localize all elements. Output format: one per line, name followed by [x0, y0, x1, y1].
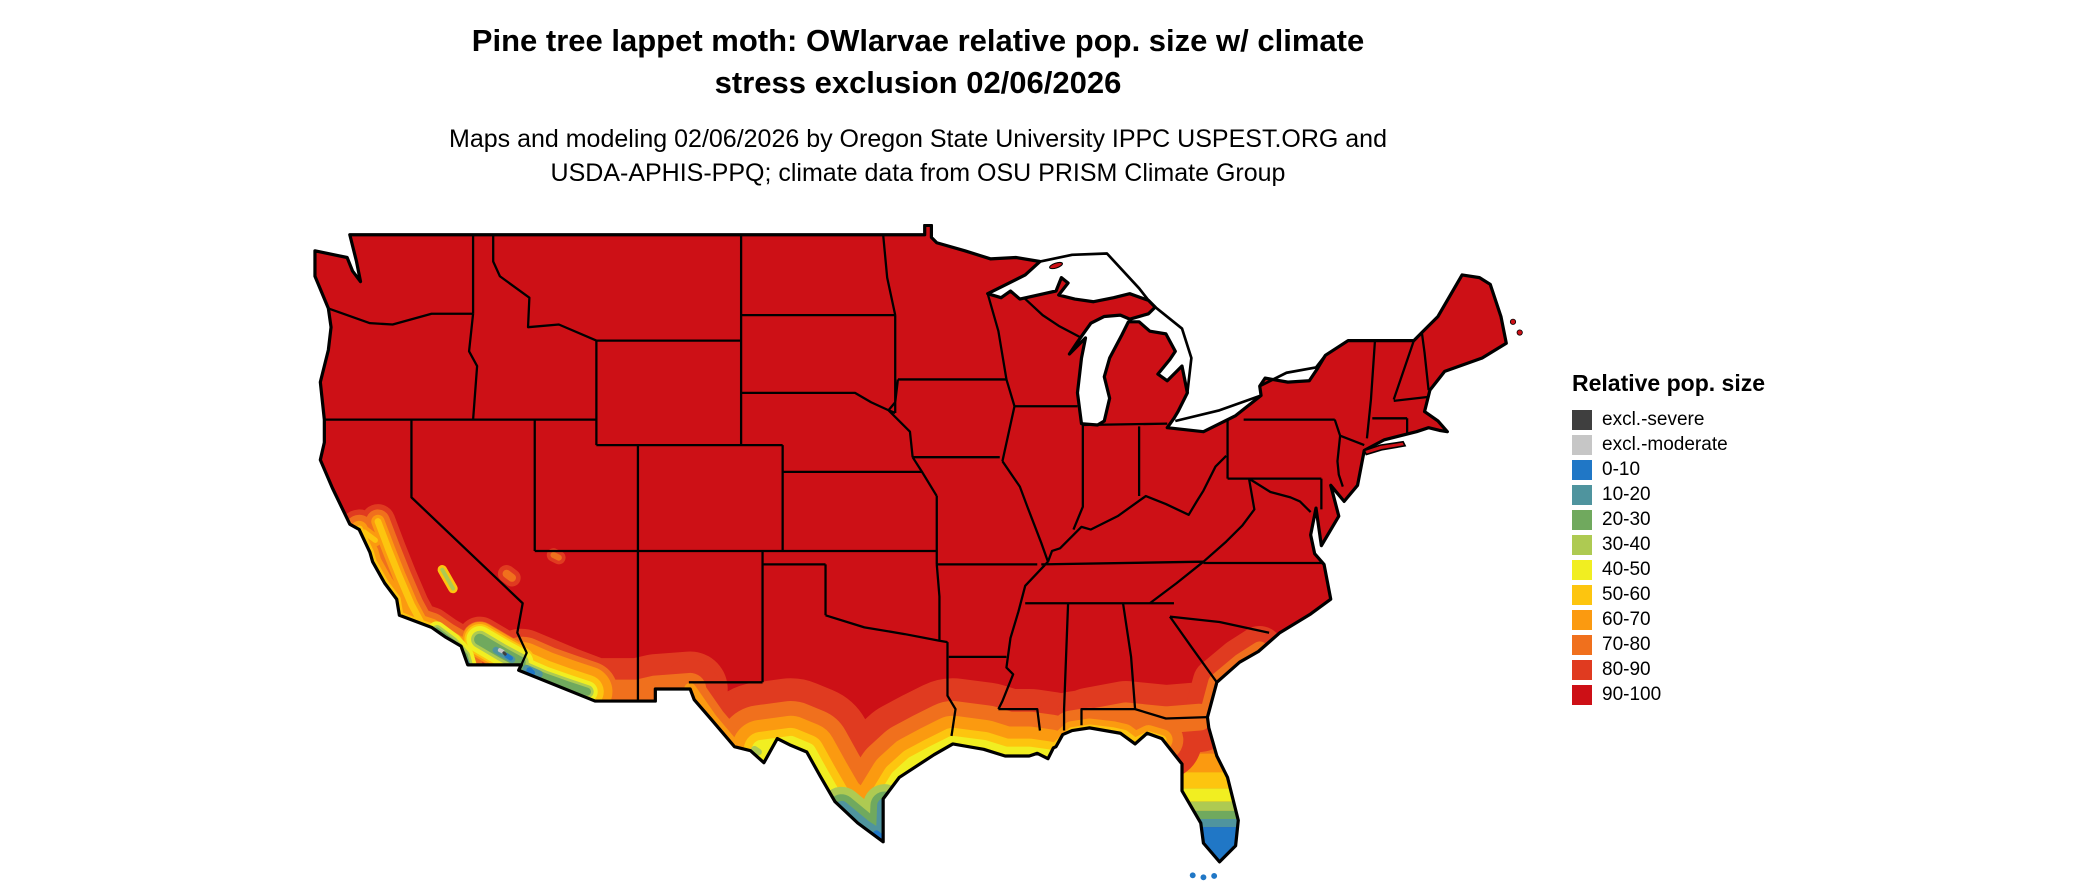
legend-entries: excl.-severe excl.-moderate 0-10 10-20 20-30…	[1572, 407, 1765, 707]
legend-item: 60-70	[1572, 607, 1765, 632]
color-swatch	[1572, 409, 1592, 430]
color-swatch	[1572, 484, 1592, 505]
subtitle-line-1: Maps and modeling 02/06/2026 by Oregon S…	[449, 125, 1387, 153]
color-swatch	[1572, 634, 1592, 655]
isle-royale	[1049, 261, 1063, 270]
subtitle-line-2: USDA-APHIS-PPQ; climate data from OSU PR…	[550, 159, 1286, 187]
legend-label: 20-30	[1602, 508, 1651, 530]
legend-label: 90-100	[1602, 683, 1662, 705]
legend-label: 80-90	[1602, 658, 1651, 680]
legend-item: excl.-moderate	[1572, 432, 1765, 457]
legend-item: 90-100	[1572, 682, 1765, 707]
legend-label: 30-40	[1602, 533, 1651, 555]
legend-title: Relative pop. size	[1572, 370, 1766, 396]
legend-label: 40-50	[1602, 558, 1651, 580]
color-swatch	[1572, 559, 1592, 580]
title-line-1: Pine tree lappet moth: OWlarvae relative…	[471, 23, 1365, 58]
state-borders	[324, 234, 1430, 737]
color-swatch	[1572, 659, 1592, 680]
florida-keys	[1189, 872, 1218, 881]
maine-islands	[1509, 318, 1523, 336]
color-swatch	[1572, 434, 1592, 455]
legend-label: 50-60	[1602, 583, 1651, 605]
legend-label: excl.-severe	[1602, 408, 1705, 430]
legend-item: 20-30	[1572, 507, 1765, 532]
map-title: Pine tree lappet moth: OWlarvae relative…	[308, 20, 1528, 104]
legend-label: 0-10	[1602, 458, 1641, 480]
legend-label: 10-20	[1602, 483, 1651, 505]
color-swatch	[1572, 684, 1592, 705]
legend-item: 0-10	[1572, 457, 1765, 482]
us-outline-path	[313, 224, 1508, 864]
legend-item: 30-40	[1572, 532, 1765, 557]
legend-label: 70-80	[1602, 633, 1651, 655]
legend-label: 60-70	[1602, 608, 1651, 630]
lake-borders	[1039, 252, 1327, 423]
legend-item: 40-50	[1572, 557, 1765, 582]
base-fill-90-100	[314, 225, 1507, 862]
color-swatch	[1572, 584, 1592, 605]
color-swatch	[1572, 509, 1592, 530]
legend-item: 50-60	[1572, 582, 1765, 607]
us-map	[313, 224, 1523, 881]
legend-item: excl.-severe	[1572, 407, 1765, 432]
legend-item: 70-80	[1572, 632, 1765, 657]
legend-item: 10-20	[1572, 482, 1765, 507]
map-subtitle: Maps and modeling 02/06/2026 by Oregon S…	[308, 122, 1528, 190]
color-swatch	[1572, 609, 1592, 630]
exclusion-specks	[497, 648, 507, 656]
color-swatch	[1572, 534, 1592, 555]
map-fill-layers	[314, 225, 1507, 862]
long-island	[1363, 440, 1407, 456]
color-swatch	[1572, 459, 1592, 480]
title-line-2: stress exclusion 02/06/2026	[714, 65, 1122, 100]
legend: Relative pop. size excl.-severe excl.-mod…	[1572, 370, 1765, 707]
legend-label: excl.-moderate	[1602, 433, 1728, 455]
legend-item: 80-90	[1572, 657, 1765, 682]
